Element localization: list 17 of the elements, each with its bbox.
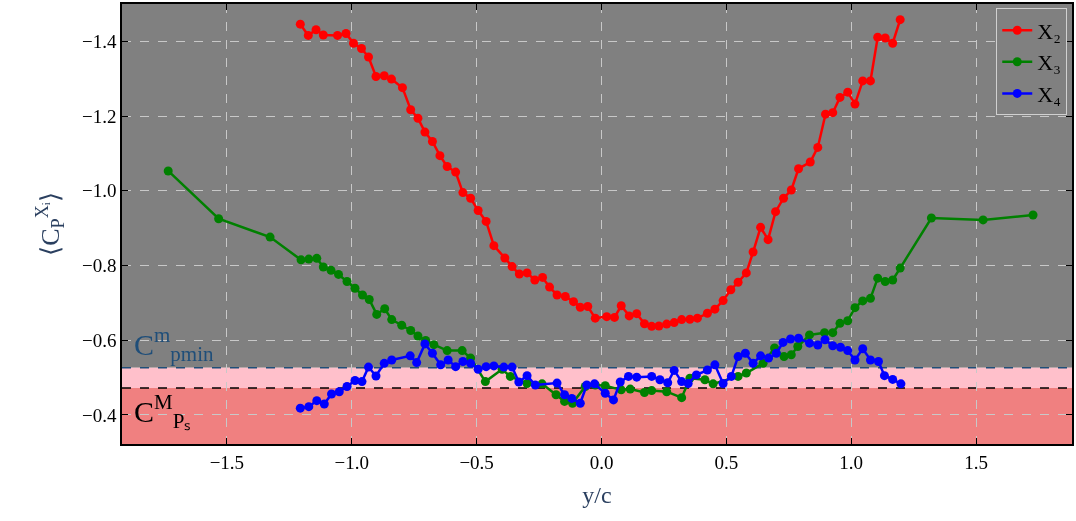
x-tick-label: −1.0 [334,451,369,473]
legend-label: X₂ [1037,18,1061,44]
legend-label: X₃ [1037,50,1061,76]
y-tick-label: −1.0 [81,180,117,202]
x-axis-title: y/c [582,482,612,509]
x-tick-label: 0.5 [714,451,739,473]
x-tick-label: 0.0 [589,451,614,473]
x-tick-label: 1.0 [839,451,864,473]
y-tick-label: −0.6 [81,329,117,351]
x-tick-label: 1.5 [964,451,988,473]
y-tick-label: −1.2 [81,105,117,127]
legend-label: X₄ [1037,81,1061,107]
x-tick-label: −0.5 [459,451,494,473]
y-tick-label: −0.8 [81,255,117,277]
y-tick-label: −1.4 [81,31,117,52]
y-tick-label: −0.4 [81,404,117,426]
x-tick-label: −1.5 [209,451,245,473]
